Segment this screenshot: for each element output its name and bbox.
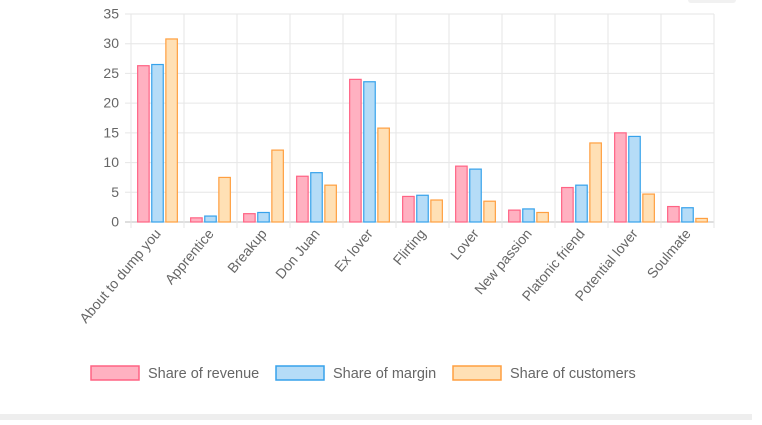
bar <box>257 211 270 223</box>
bar <box>349 78 362 223</box>
bar <box>402 195 415 223</box>
bar <box>204 215 217 223</box>
bar <box>642 193 655 223</box>
legend-label: Share of revenue <box>148 366 259 382</box>
x-tick-label: About to dump you <box>76 226 164 326</box>
bar <box>137 65 150 223</box>
card-edge <box>688 0 736 3</box>
bar <box>243 213 256 223</box>
bar <box>455 165 468 223</box>
bar <box>575 184 588 223</box>
legend-label: Share of margin <box>333 366 436 382</box>
bar <box>151 63 164 223</box>
y-tick-label: 25 <box>103 65 119 81</box>
bar <box>416 194 429 223</box>
bar <box>165 38 178 223</box>
bar <box>469 168 482 223</box>
bar <box>628 135 641 223</box>
x-tick-label: Lover <box>447 225 482 262</box>
legend-swatch <box>452 365 502 381</box>
bar <box>377 127 390 223</box>
x-tick-label: Don Juan <box>272 226 323 282</box>
bar <box>190 217 203 223</box>
y-tick-label: 20 <box>103 95 119 111</box>
bar <box>296 175 309 223</box>
legend-swatch <box>90 365 140 381</box>
bar <box>508 209 521 223</box>
bottom-divider <box>0 414 752 420</box>
bar <box>614 132 627 223</box>
legend-swatch <box>275 365 325 381</box>
bar <box>536 211 549 223</box>
bar <box>589 142 602 223</box>
x-tick-label: Flirting <box>390 226 429 268</box>
y-tick-label: 35 <box>103 6 119 22</box>
y-tick-label: 10 <box>103 154 119 170</box>
bar <box>681 207 694 223</box>
y-tick-label: 30 <box>103 35 119 51</box>
legend-label: Share of customers <box>510 366 636 382</box>
y-tick-label: 0 <box>111 214 119 230</box>
bar <box>363 81 376 223</box>
x-tick-label: Breakup <box>224 225 270 275</box>
x-tick-label: Apprentice <box>162 225 217 287</box>
bar <box>324 184 337 223</box>
bar <box>483 200 496 223</box>
bar <box>522 208 535 223</box>
y-tick-label: 15 <box>103 124 119 140</box>
bar <box>667 205 680 223</box>
bar <box>695 217 708 223</box>
x-tick-label: Ex lover <box>331 225 376 274</box>
bar <box>271 149 284 223</box>
y-tick-label: 5 <box>111 184 119 200</box>
bar <box>218 176 231 223</box>
bar <box>561 186 574 223</box>
bar <box>310 172 323 223</box>
bar <box>430 199 443 223</box>
x-tick-label: Soulmate <box>644 225 694 281</box>
